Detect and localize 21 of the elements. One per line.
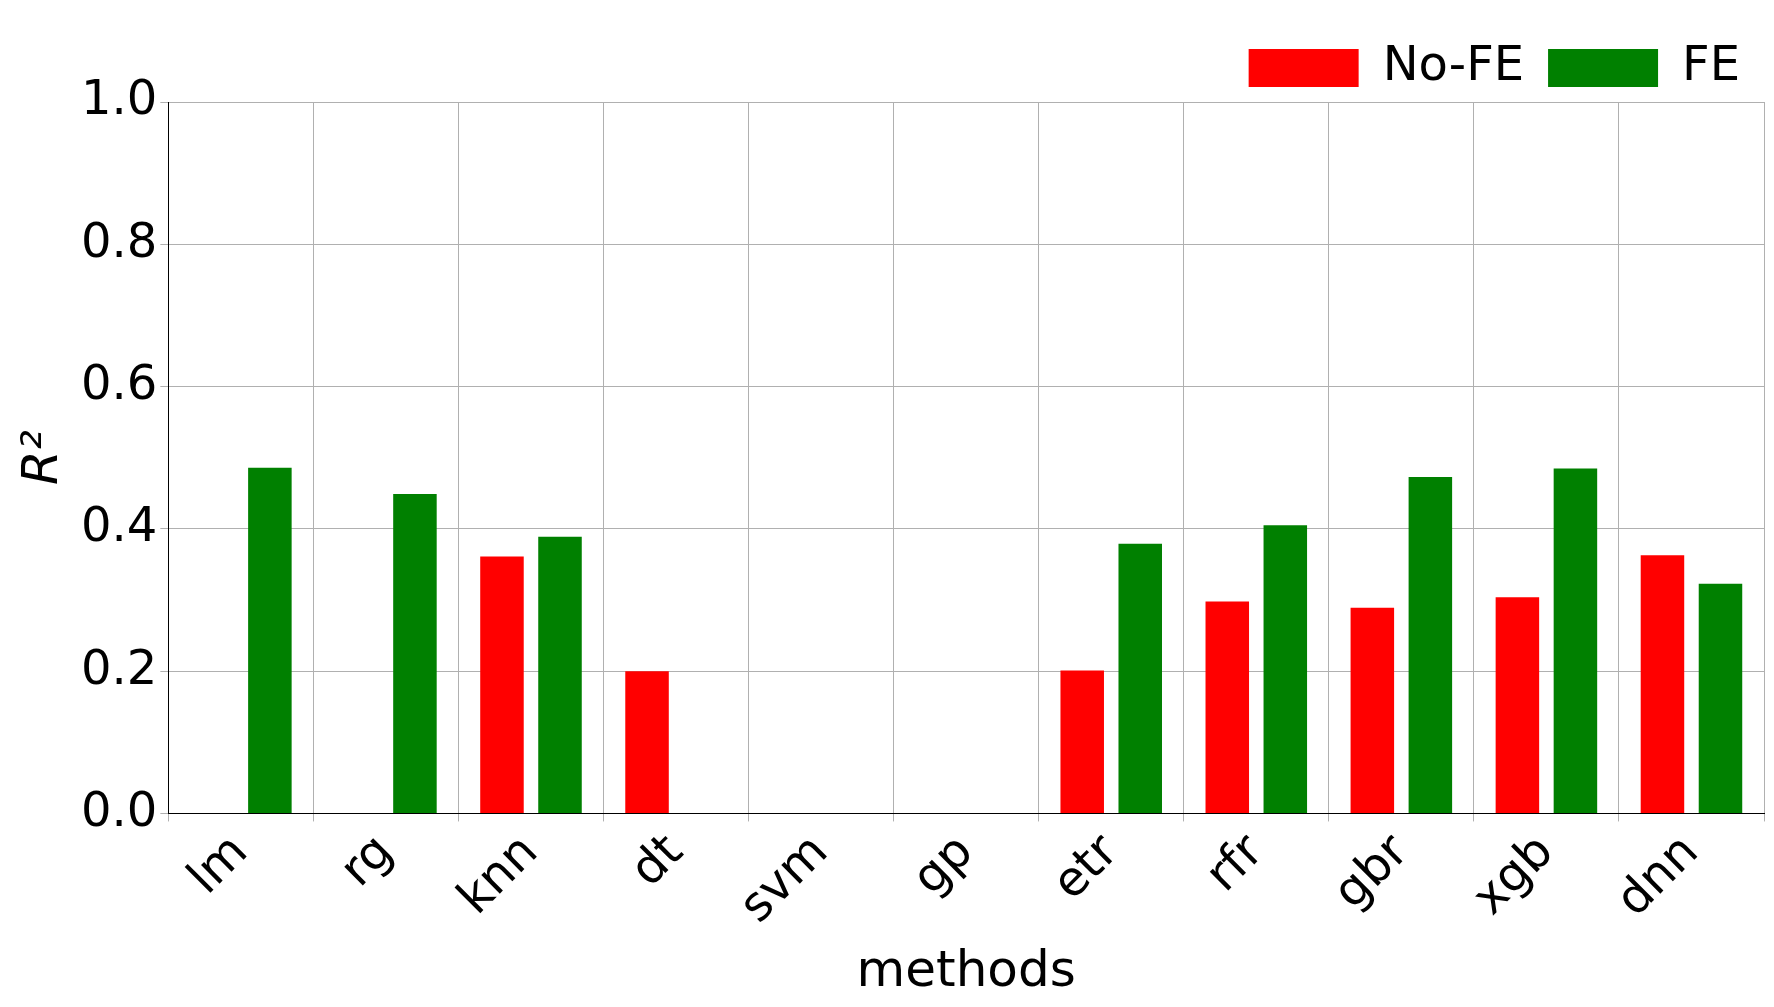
y-tick-label: 0.6: [80, 354, 158, 411]
x-tick-label: gp: [900, 821, 983, 905]
x-tick-label: etr: [1040, 821, 1129, 910]
x-tick-label: knn: [445, 821, 548, 925]
x-tick-label: gbr: [1321, 821, 1419, 919]
x-tick-label: lm: [175, 821, 258, 904]
y-tick-label: 1.0: [80, 69, 158, 126]
legend-label: No-FE: [1382, 35, 1525, 92]
x-tick-label: rfr: [1193, 821, 1274, 902]
y-tick-label: 0.0: [80, 780, 158, 837]
y-tick-label: 0.4: [80, 496, 158, 553]
x-tick-label: svm: [727, 821, 838, 933]
y-axis-title: R²: [10, 430, 69, 486]
x-axis-title: methods: [856, 939, 1076, 998]
y-tick-label: 0.2: [80, 638, 158, 695]
y-tick-label: 0.8: [80, 211, 158, 268]
legend-label: FE: [1682, 35, 1740, 92]
x-tick-label: dt: [618, 821, 693, 897]
x-tick-label: rg: [328, 821, 403, 897]
x-tick-label: xgb: [1460, 821, 1563, 925]
x-tick-label: dnn: [1603, 821, 1709, 926]
